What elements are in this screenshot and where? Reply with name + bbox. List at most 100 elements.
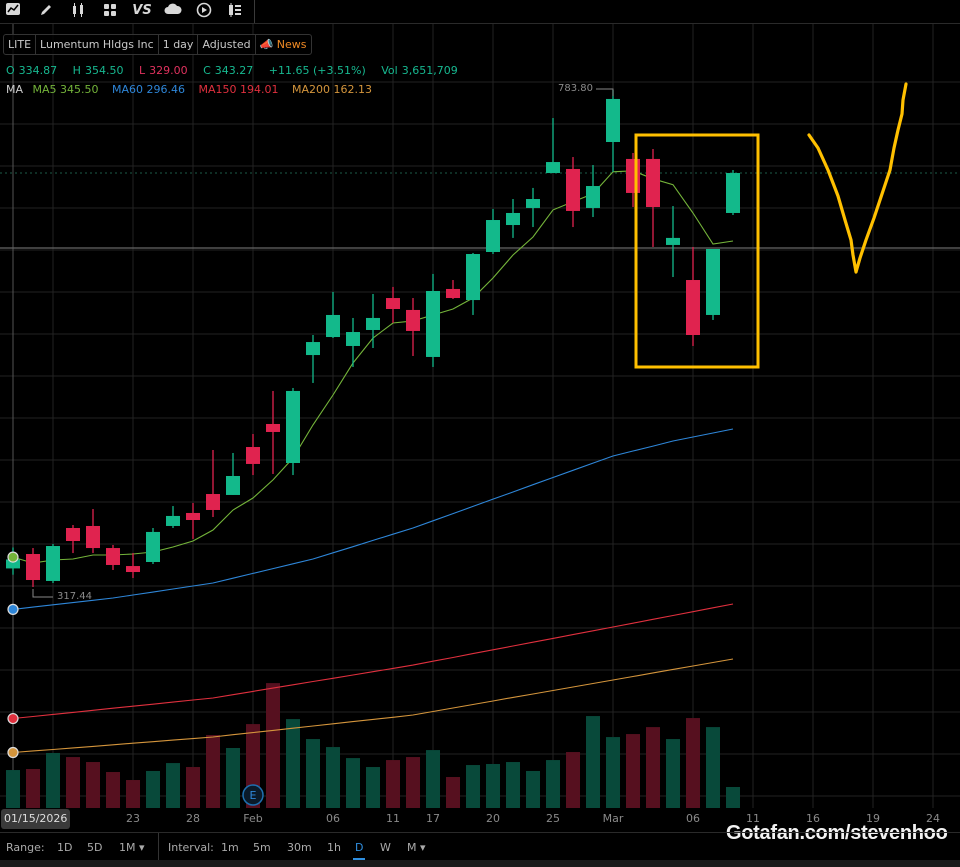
ma-label: MA [6, 83, 24, 96]
open-value: 334.87 [18, 64, 58, 77]
ma150-value[interactable]: MA150 194.01 [198, 83, 279, 96]
volume-bar [366, 767, 380, 808]
ma60-line [12, 428, 734, 610]
date-tick-label: Mar [602, 812, 624, 825]
compare-vs-icon[interactable]: VS [132, 3, 152, 18]
interval-30m[interactable]: 30m [287, 841, 312, 854]
volume-bar [386, 760, 400, 808]
candle-body [86, 525, 100, 549]
volume-bar [106, 772, 120, 808]
ma60-crosshair-dot [7, 603, 19, 615]
symbol-name: Lumentum Hldgs Inc [36, 35, 159, 54]
volume-bar [186, 767, 200, 808]
period-low-label: 317.44 [57, 591, 92, 602]
date-tick-label: 28 [186, 812, 200, 825]
volume-bar [286, 719, 300, 808]
range-1d[interactable]: 1D [57, 841, 73, 854]
news-button[interactable]: 📣 News [256, 35, 311, 54]
candle-body [486, 220, 500, 252]
volume-bar [226, 747, 240, 808]
range-label: Range: [6, 841, 45, 854]
low-label: L [138, 64, 146, 77]
low-value: 329.00 [149, 64, 188, 77]
candle-body [166, 515, 180, 526]
date-tick-label: Feb [243, 812, 263, 825]
period-selector[interactable]: 1 day [159, 35, 199, 54]
range-5d[interactable]: 5D [87, 841, 103, 854]
adjustment-toggle[interactable]: Adjusted [198, 35, 256, 54]
volume-bar [726, 786, 740, 808]
price-chart[interactable]: E [0, 0, 960, 832]
highlight-box-annotation [634, 133, 760, 369]
ma-readout: MA MA5 345.50 MA60 296.46 MA150 194.01 M… [6, 83, 378, 96]
cloud-icon[interactable] [164, 2, 182, 20]
interval-1m[interactable]: 1m [221, 841, 239, 854]
volume-bar [586, 716, 600, 808]
volume-bar [346, 758, 360, 808]
layout-grid-icon[interactable] [101, 2, 119, 20]
interval-d[interactable]: D [352, 841, 367, 860]
candlestick-icon[interactable] [69, 2, 87, 20]
candle-body [46, 546, 60, 581]
volume-bar [566, 752, 580, 808]
candle-body [626, 158, 640, 193]
candle-body [526, 199, 540, 208]
volume-bar [606, 737, 620, 808]
watermark: Gotafan.com/stevenhoo [726, 822, 948, 844]
candle-body [106, 548, 120, 565]
symbol-ticker[interactable]: LITE [4, 35, 37, 54]
date-tick-label: 11 [746, 812, 760, 825]
date-tick-label: 24 [926, 812, 940, 825]
interval-5m[interactable]: 5m [253, 841, 271, 854]
high-value: 354.50 [84, 64, 124, 77]
ma5-crosshair-dot [7, 551, 19, 563]
range-1m-dropdown[interactable]: 1M ▾ [119, 841, 145, 854]
candle-body [346, 332, 360, 346]
volume-bar [466, 765, 480, 808]
candle-body [126, 566, 140, 573]
candle-body [6, 559, 20, 569]
volume-bar [266, 683, 280, 808]
interval-w[interactable]: W [380, 841, 391, 854]
interval-label: Interval: [168, 841, 214, 854]
chart-style-icon[interactable] [4, 2, 22, 20]
indicator-list-icon[interactable] [226, 2, 244, 20]
date-tick-label: 11 [386, 812, 400, 825]
candle-body [206, 494, 220, 510]
candle-body [406, 309, 420, 331]
ma200-value[interactable]: MA200 162.13 [292, 83, 373, 96]
ma60-value[interactable]: MA60 296.46 [112, 83, 186, 96]
ma150-crosshair-dot [7, 712, 19, 725]
volume-bar [526, 770, 540, 808]
volume-bar [646, 727, 660, 808]
drawing-pencil-icon[interactable] [37, 2, 55, 20]
symbol-legend[interactable]: LITE Lumentum Hldgs Inc 1 day Adjusted 📣… [3, 34, 312, 55]
volume-bar [86, 762, 100, 808]
candle-body [646, 158, 660, 208]
volume-bar [46, 752, 60, 808]
toolbar-divider [254, 0, 255, 23]
interval-m-dropdown[interactable]: M ▾ [407, 841, 426, 854]
ma200-line [12, 658, 734, 754]
ma5-value[interactable]: MA5 345.50 [32, 83, 99, 96]
range-interval-bar: Range: 1D 5D 1M ▾ Interval: 1m 5m 30m 1h… [0, 832, 960, 861]
interval-1h[interactable]: 1h [327, 841, 341, 854]
close-value: 343.27 [214, 64, 254, 77]
volume-value: 3,651,709 [401, 64, 458, 77]
candle-body [326, 314, 340, 338]
volume-bar [446, 777, 460, 808]
candle-body [306, 342, 320, 356]
volume-bar [666, 739, 680, 808]
period-high-label: 783.80 [558, 83, 593, 94]
volume-bar [406, 757, 420, 808]
candle-body [246, 447, 260, 464]
volume-bar [166, 763, 180, 808]
date-axis[interactable]: 01/15/2026 23 28 Feb 06 11 17 20 25 Mar 06 11 16 19 2… [0, 808, 960, 832]
volume-label: Vol [381, 64, 398, 77]
volume-bar [686, 718, 700, 808]
replay-icon[interactable] [195, 2, 213, 20]
candle-body [446, 288, 460, 299]
volume-bar [26, 769, 40, 808]
close-label: C [203, 64, 211, 77]
volume-bar [206, 734, 220, 808]
